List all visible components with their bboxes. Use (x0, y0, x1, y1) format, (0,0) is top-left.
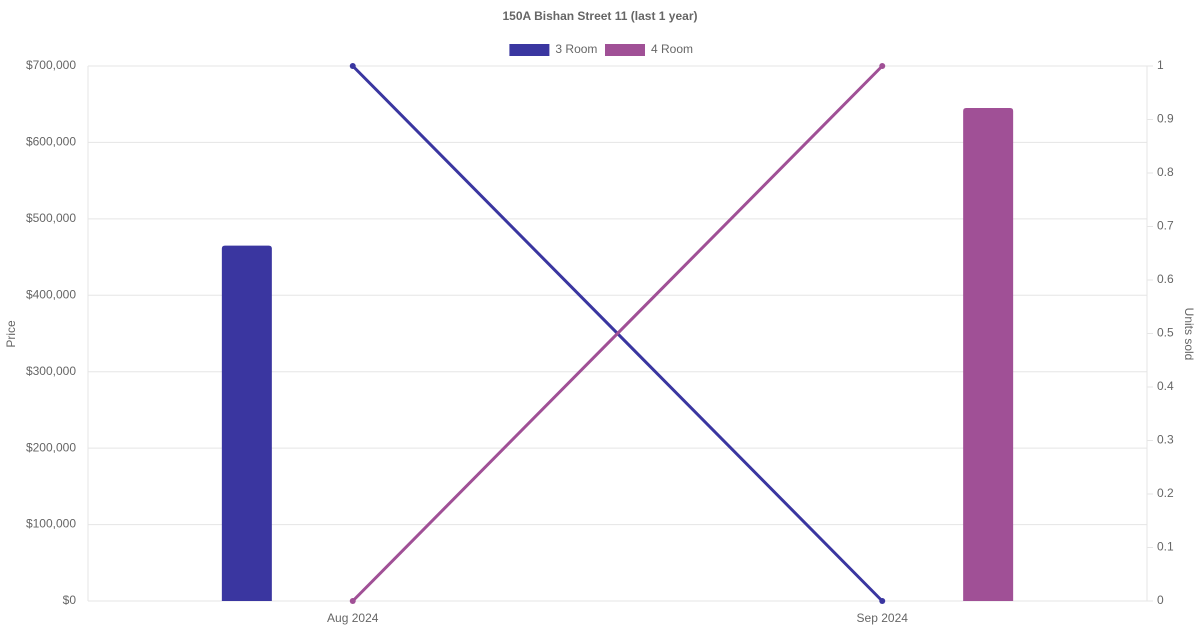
y2-tick-label: 0.6 (1157, 272, 1174, 286)
x-tick-label: Sep 2024 (857, 611, 909, 625)
y2-tick-label: 0.3 (1157, 433, 1174, 447)
legend-label: 3 Room (555, 42, 597, 56)
bar (221, 245, 272, 601)
legend-label: 4 Room (651, 42, 693, 56)
y2-tick-label: 0.7 (1157, 219, 1174, 233)
y-tick-label: $0 (63, 593, 77, 607)
y2-tick-label: 0.8 (1157, 165, 1174, 179)
y2-tick-label: 0.9 (1157, 112, 1174, 126)
y2-tick-label: 0.2 (1157, 486, 1174, 500)
y2-tick-label: 0 (1157, 593, 1164, 607)
y-tick-label: $300,000 (26, 364, 76, 378)
chart-title: 150A Bishan Street 11 (last 1 year) (503, 9, 698, 23)
y-tick-label: $700,000 (26, 58, 76, 72)
y-tick-label: $200,000 (26, 440, 76, 454)
y-tick-label: $400,000 (26, 287, 76, 301)
y2-tick-label: 0.4 (1157, 379, 1174, 393)
legend-swatch (509, 44, 550, 56)
y2-tick-label: 1 (1157, 58, 1164, 72)
y2-tick-label: 0.5 (1157, 326, 1174, 340)
x-tick-label: Aug 2024 (327, 611, 379, 625)
line (351, 64, 884, 603)
y-axis-title: Price (4, 320, 18, 348)
y-tick-label: $600,000 (26, 135, 76, 149)
y2-tick-label: 0.1 (1157, 540, 1174, 554)
y2-axis-title: Units sold (1182, 308, 1196, 361)
line-point (349, 63, 356, 69)
y-tick-label: $500,000 (26, 211, 76, 225)
line-point (349, 598, 356, 604)
line-point (879, 63, 886, 69)
legend-swatch (605, 44, 645, 56)
line-point (879, 598, 886, 604)
bar (963, 108, 1014, 602)
y-tick-label: $100,000 (26, 517, 76, 531)
